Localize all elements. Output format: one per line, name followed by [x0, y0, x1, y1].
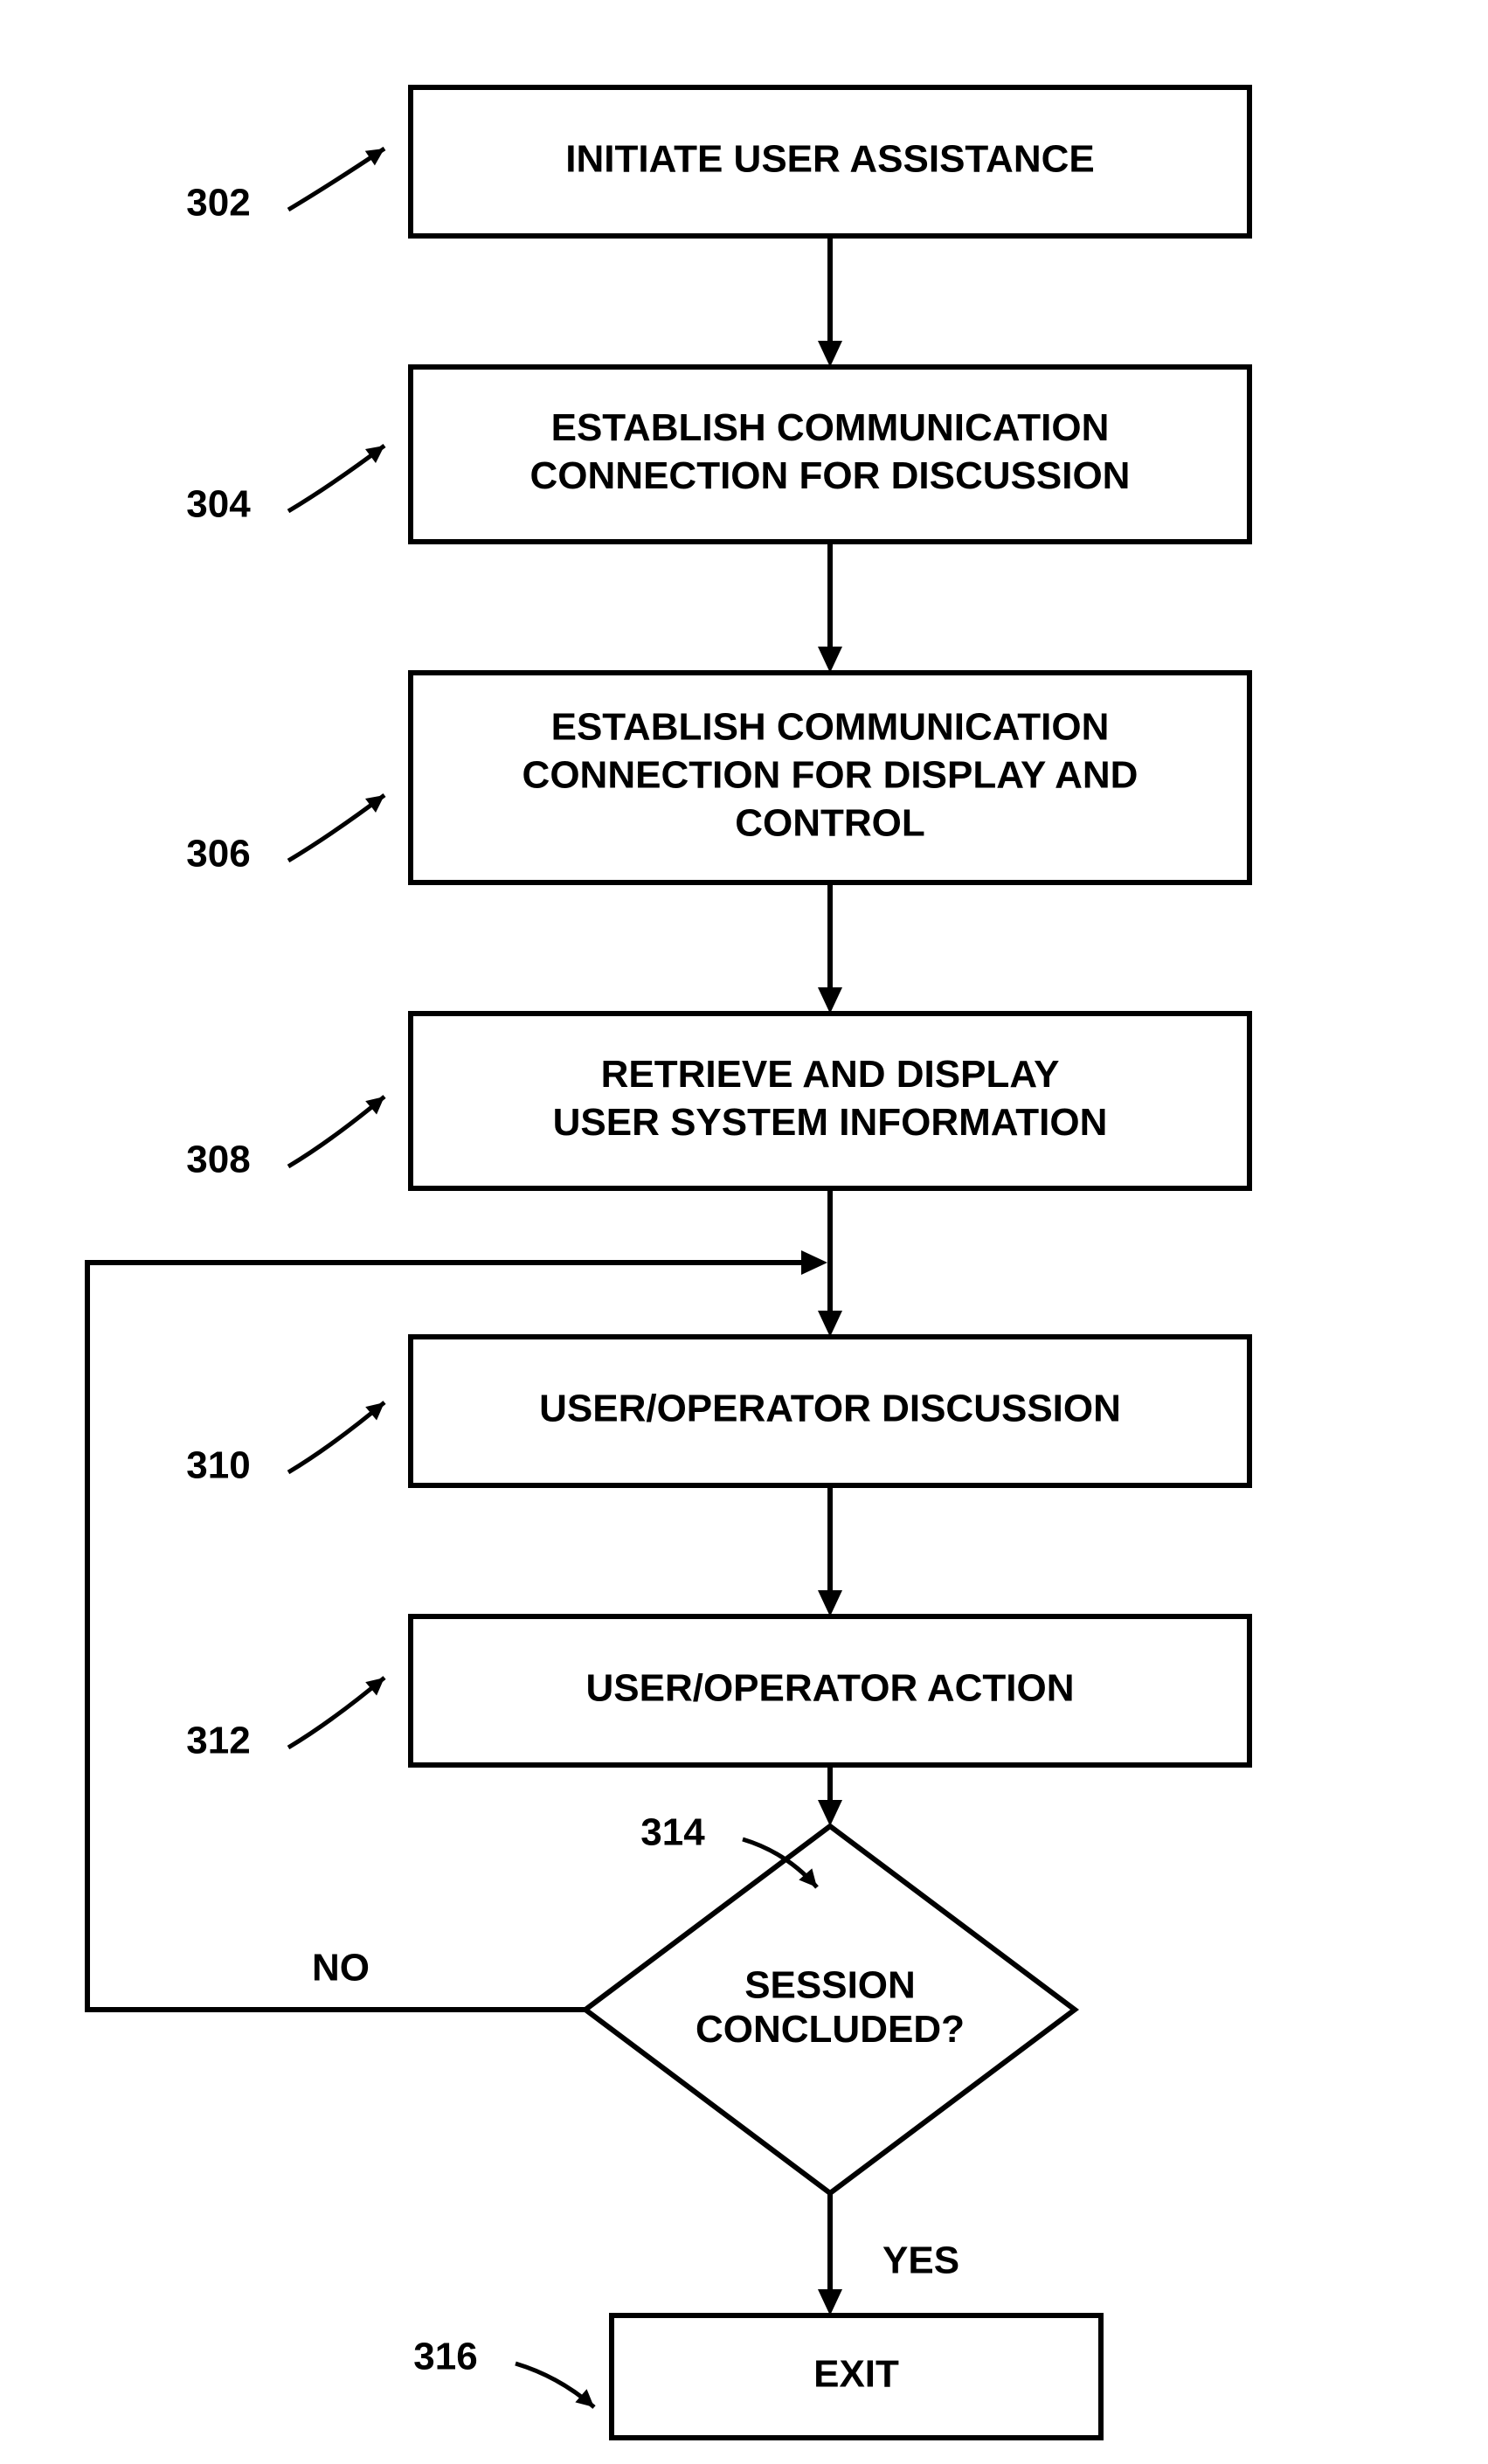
label-yes: YES [882, 2239, 959, 2282]
node-304-text: ESTABLISH COMMUNICATION [551, 406, 1110, 449]
ref-312: 312 [186, 1720, 250, 1762]
node-308-text: RETRIEVE AND DISPLAY [601, 1053, 1060, 1096]
ref-314: 314 [640, 1811, 705, 1854]
node-316-text: EXIT [813, 2353, 899, 2396]
node-312-text: USER/OPERATOR ACTION [585, 1667, 1074, 1710]
ref-306: 306 [186, 833, 250, 876]
node-310-text: USER/OPERATOR DISCUSSION [539, 1388, 1121, 1430]
ref-308: 308 [186, 1139, 250, 1181]
node-302-text: INITIATE USER ASSISTANCE [565, 138, 1094, 181]
node-308-text: USER SYSTEM INFORMATION [553, 1101, 1108, 1144]
node-306-text: CONNECTION FOR DISPLAY AND [523, 754, 1138, 797]
ref-310-arrow [288, 1402, 384, 1472]
node-304-text: CONNECTION FOR DISCUSSION [530, 454, 1131, 497]
flowchart-root: INITIATE USER ASSISTANCE ESTABLISH COMMUN… [0, 0, 1488, 2464]
label-no: NO [312, 1947, 370, 1990]
node-306-text: CONTROL [735, 802, 925, 845]
node-314-text: SESSION [744, 1963, 916, 2006]
node-306-text: ESTABLISH COMMUNICATION [551, 706, 1110, 749]
ref-304: 304 [186, 483, 251, 526]
ref-308-arrow [288, 1097, 384, 1166]
ref-316: 316 [413, 2336, 477, 2378]
ref-310: 310 [186, 1444, 250, 1487]
node-314-text: CONCLUDED? [696, 2008, 965, 2051]
ref-312-arrow [288, 1678, 384, 1748]
ref-302: 302 [186, 182, 250, 225]
